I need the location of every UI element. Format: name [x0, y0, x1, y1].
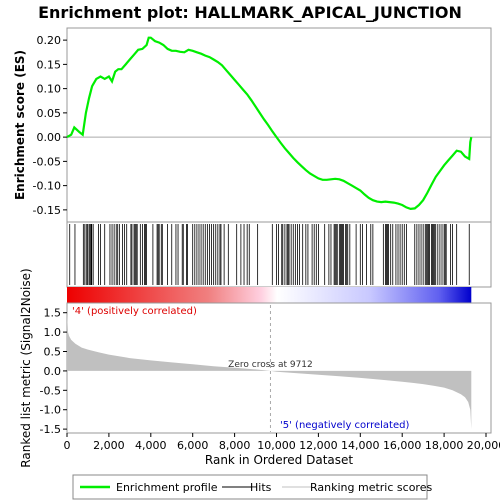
- bottom-y-tick-label: -1.5: [40, 423, 61, 436]
- positive-correlation-label: '4' (positively correlated): [72, 306, 197, 317]
- x-tick-label: 16,000: [383, 439, 422, 452]
- top-y-axis-label: Enrichment score (ES): [13, 50, 27, 200]
- bottom-y-tick-label: 0.0: [44, 365, 62, 378]
- x-tick-label: 2,000: [93, 439, 125, 452]
- enrichment-panel: -0.15 -0.10 -0.05 0.00 0.05 0.10 0.15 0.20 Enri…: [13, 28, 491, 222]
- x-tick-label: 8,000: [219, 439, 251, 452]
- ranking-heatbar: [67, 287, 471, 303]
- bottom-y-tick-label: -0.5: [40, 384, 61, 397]
- x-tick-label: 14,000: [341, 439, 380, 452]
- x-tick-label: 12,000: [299, 439, 338, 452]
- top-y-tick-label: 0.20: [37, 34, 62, 47]
- x-tick-label: 20,000: [467, 439, 500, 452]
- x-tick-label: 10,000: [257, 439, 296, 452]
- x-tick-label: 0: [64, 439, 71, 452]
- bottom-y-tick-label: 1.0: [44, 326, 62, 339]
- top-y-tick-label: -0.15: [33, 204, 61, 217]
- heatbar-gradient: [67, 287, 471, 303]
- top-y-tick-label: -0.10: [33, 180, 61, 193]
- legend: Enrichment profile Hits Ranking metric sco…: [73, 475, 432, 499]
- bottom-y-tick-label: 0.5: [44, 346, 62, 359]
- top-y-tick-label: 0.10: [37, 83, 62, 96]
- legend-label: Ranking metric scores: [310, 481, 432, 494]
- top-y-tick-label: 0.05: [37, 107, 62, 120]
- x-tick-label: 4,000: [135, 439, 167, 452]
- negative-correlation-label: '5' (negatively correlated): [280, 420, 409, 431]
- top-y-tick-label: 0.15: [37, 58, 62, 71]
- x-tick-label: 18,000: [425, 439, 464, 452]
- legend-label: Enrichment profile: [116, 481, 218, 494]
- bottom-y-axis: -1.5 -1.0 -0.5 0.0 0.5 1.0 1.5: [40, 307, 67, 436]
- top-y-tick-label: -0.05: [33, 155, 61, 168]
- hits-panel: [67, 222, 491, 287]
- zero-cross-label: Zero cross at 9712: [228, 360, 313, 370]
- bottom-y-tick-label: -1.0: [40, 404, 61, 417]
- bottom-y-axis-label: Ranked list metric (Signal2Noise): [19, 268, 33, 467]
- bottom-y-tick-label: 1.5: [44, 307, 62, 320]
- chart-title: Enrichment plot: HALLMARK_APICAL_JUNCTIO…: [38, 3, 462, 22]
- legend-label: Hits: [250, 481, 272, 494]
- top-y-axis: -0.15 -0.10 -0.05 0.00 0.05 0.10 0.15 0.20: [33, 34, 67, 217]
- x-tick-label: 6,000: [177, 439, 209, 452]
- x-axis-label: Rank in Ordered Dataset: [205, 453, 353, 467]
- top-y-tick-label: 0.00: [37, 131, 62, 144]
- legend-items: Enrichment profile Hits Ranking metric sco…: [80, 481, 432, 494]
